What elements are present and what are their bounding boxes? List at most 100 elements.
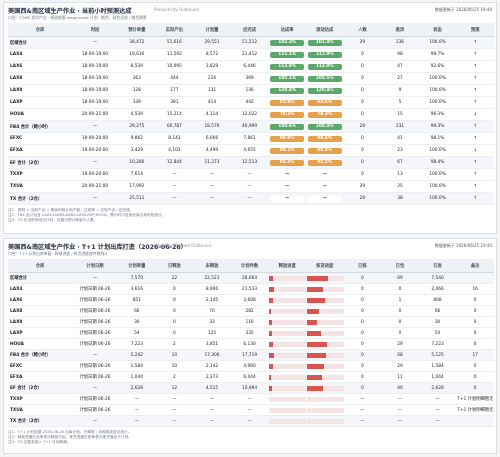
column-header: 预计单量 (118, 23, 156, 37)
panel-subtitle: Next Day Planned Outbound (154, 243, 211, 248)
table-cell: 282 (230, 305, 269, 317)
table-cell: 0 (343, 272, 382, 284)
progress-bar (306, 385, 323, 391)
progress-bar (306, 363, 324, 369)
table-cell: 0 (456, 305, 494, 317)
table-cell: — (193, 393, 231, 405)
table-cell: 8,572 (193, 48, 231, 61)
table-cell: 28,664 (230, 272, 269, 284)
table-cell: 40,999 (230, 120, 269, 133)
panel-header: 美国西&南区域生产作业 · 当前小时预测达成 Productivity Outbo… (4, 3, 496, 23)
pill-cell: 100.6% (268, 120, 306, 133)
table-cell: EFXA (8, 144, 72, 157)
column-header: 时段 (72, 23, 118, 37)
table-cell: 136 (230, 84, 269, 97)
table-cell: — (72, 415, 118, 427)
progress-track: 9.0% (269, 363, 306, 369)
table-cell: 0 (381, 283, 419, 295)
table-cell: 27 (381, 72, 419, 85)
column-header: 应完成 (230, 23, 269, 37)
table-cell: 计划日期 06-26 (72, 338, 118, 350)
header-row: 仓库 时段 预计单量 实际产出 计划量 应完成 达成率 滚动达成 人数 差异 状态 预测 (8, 23, 494, 37)
table-cell: 442 (230, 96, 269, 109)
pill-cell: 100.4% (305, 120, 344, 133)
table-cell: LAXP (8, 96, 72, 109)
table-cell: 100.0% (418, 84, 457, 97)
bar-cell: 48.0% (305, 349, 344, 361)
table-cell: 808 (418, 294, 457, 306)
table-cell: 0 (155, 283, 194, 295)
table-row: TXXP 19:00-20:00 7,614— — — — —0 13 100.0% ↑ (8, 168, 494, 181)
update-time: 数据更新于 2026/06/25 19:40 (434, 243, 492, 248)
table-cell: 3,851 (193, 338, 231, 350)
table-cell: 7,223 (418, 338, 457, 350)
table-cell: 1,584 (418, 360, 457, 372)
bar-cell: 9.0% (268, 360, 306, 372)
table-cell: 20:00-21:00 (72, 108, 118, 121)
table-cell: ↑ (456, 156, 494, 169)
table-cell: ↑ (456, 192, 494, 205)
table-cell: 3,616 (118, 283, 156, 295)
table-cell: 0 (456, 327, 494, 339)
table-cell: 22 (155, 272, 194, 284)
table-cell: EF 合计（2仓） (8, 382, 72, 394)
progress-bar (269, 330, 273, 336)
rate-pill: — (307, 195, 342, 202)
bar-cell: — (268, 393, 306, 405)
table-cell: 40 (381, 382, 419, 394)
pill-cell: 95.5% (305, 156, 344, 169)
progress-bar (269, 352, 274, 358)
bar-cell: 40.0% (305, 382, 344, 394)
table-cell: — (343, 404, 382, 416)
table-cell: 30 (418, 316, 457, 328)
table-cell: 10,995 (155, 60, 194, 73)
pill-cell: 111.0% (305, 48, 344, 61)
table-cell: 2,066 (418, 283, 457, 295)
progress-bar (306, 341, 327, 347)
table-cell: 30 (118, 316, 156, 328)
table-cell: 29 (343, 180, 382, 193)
table-cell: LAX9 (8, 84, 72, 97)
table-cell: 0 (155, 316, 194, 328)
table-cell: 区域合计 (8, 36, 72, 49)
table-cell: — (230, 180, 269, 193)
progress-track: 48.0% (306, 352, 344, 358)
table-cell: 29 (343, 120, 382, 133)
table-cell: FB4 合计（跨小时） (8, 120, 72, 133)
bar-cell: 8.0% (268, 272, 306, 284)
table-cell: 68 (381, 349, 419, 361)
table-cell: — (381, 393, 419, 405)
table-cell: 16 (456, 283, 494, 295)
table-cell: 2,628 (118, 382, 156, 394)
table-cell: 41 (381, 132, 419, 145)
table-cell: 19:00-20:00 (72, 132, 118, 145)
table-cell: 4,499 (193, 144, 231, 157)
progress-bar (306, 286, 323, 292)
progress-bar (306, 374, 323, 380)
column-header: 仓库 (8, 23, 72, 37)
progress-track: 6.0% (269, 319, 306, 325)
table-cell: 17,719 (230, 349, 269, 361)
table-cell: 计划日期 06-26 (72, 305, 118, 317)
table-cell: 125 (193, 327, 231, 339)
table-cell: 216 (193, 72, 231, 85)
table-cell: 0 (155, 305, 194, 317)
rate-pill: 100.6% (270, 123, 305, 130)
bar-cell: 45.0% (305, 294, 344, 306)
table-cell: 0 (381, 316, 419, 328)
column-header: 已拣 (343, 259, 382, 273)
bar-cell: 12.0% (268, 283, 306, 295)
progress-track: 38.0% (306, 374, 344, 380)
progress-track: 7.0% (269, 385, 306, 391)
progress-track: 42.0% (306, 363, 344, 369)
progress-track: 35.0% (306, 330, 344, 336)
table-cell: 11,592 (155, 48, 194, 61)
table-cell: 54 (418, 327, 457, 339)
pill-cell: 120.4% (305, 84, 344, 97)
table-cell: 22,521 (193, 272, 231, 284)
table-cell: TXUA (8, 404, 72, 416)
table-cell: 98.1% (418, 132, 457, 145)
pill-cell: — (268, 192, 306, 205)
